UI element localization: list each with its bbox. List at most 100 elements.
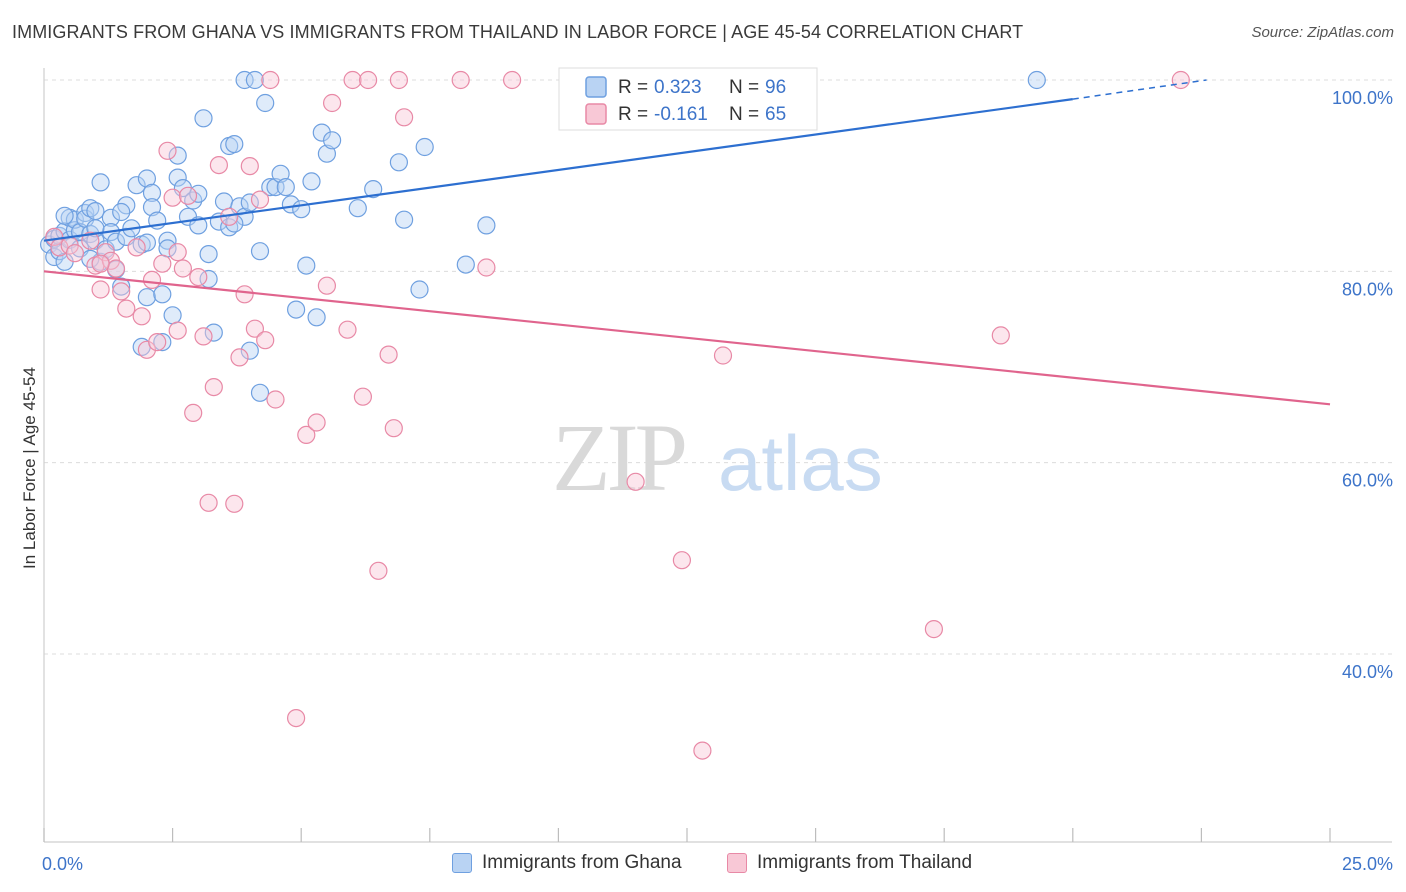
point-ghana-75 [297, 256, 316, 275]
point-thailand-25 [194, 327, 213, 346]
point-thailand-22 [178, 186, 198, 205]
axes [43, 68, 1392, 843]
point-ghana-73 [287, 300, 306, 319]
point-thailand-48 [369, 561, 388, 580]
point-ghana-80 [323, 131, 342, 150]
point-ghana-30 [127, 176, 146, 195]
point-thailand-4 [81, 231, 100, 250]
point-ghana-95 [112, 202, 131, 222]
stats-r-label-0: R = [618, 77, 648, 98]
point-ghana-81 [348, 199, 367, 218]
point-ghana-18 [86, 202, 105, 221]
point-thailand-31 [230, 348, 249, 367]
point-thailand-33 [240, 157, 259, 176]
point-thailand-14 [137, 340, 156, 359]
point-thailand-64 [91, 254, 110, 273]
trend-lines [43, 79, 1331, 406]
stats-r-value-1: -0.161 [654, 104, 708, 125]
point-thailand-12 [127, 238, 146, 257]
point-ghana-42 [163, 306, 182, 325]
point-thailand-35 [250, 190, 270, 209]
point-ghana-19 [91, 173, 110, 192]
point-thailand-56 [626, 472, 645, 491]
y-tick-labels: 100.0% 80.0% 60.0% 40.0% [1332, 88, 1393, 682]
point-ghana-65 [250, 242, 270, 261]
legend-swatch-thailand [727, 853, 747, 873]
stats-legend: R = 0.323 N = 96 R = -0.161 N = 65 [558, 67, 818, 131]
point-ghana-88 [477, 216, 496, 235]
point-thailand-11 [117, 299, 136, 318]
watermark: ZIP atlas [552, 404, 883, 511]
y-tick-label-1: 80.0% [1342, 279, 1393, 299]
point-thailand-6 [91, 280, 110, 299]
point-thailand-17 [153, 254, 172, 273]
legend-item-thailand[interactable]: Immigrants from Thailand [727, 852, 972, 874]
point-thailand-54 [477, 258, 496, 277]
point-ghana-35 [142, 183, 162, 202]
point-ghana-71 [276, 178, 295, 197]
point-ghana-85 [410, 280, 429, 299]
point-ghana-72 [281, 195, 300, 214]
point-ghana-26 [112, 277, 131, 296]
point-thailand-34 [245, 319, 264, 338]
stats-n-label-1: N = [729, 104, 759, 125]
point-thailand-7 [96, 243, 115, 262]
point-thailand-59 [713, 346, 733, 365]
point-ghana-3 [50, 242, 69, 261]
point-ghana-43 [168, 146, 187, 165]
point-thailand-53 [451, 70, 470, 90]
point-thailand-39 [287, 708, 306, 728]
point-ghana-39 [153, 285, 172, 304]
legend-label-thailand: Immigrants from Thailand [757, 852, 973, 873]
point-ghana-67 [256, 93, 275, 113]
point-thailand-50 [384, 419, 403, 438]
point-thailand-27 [204, 378, 223, 397]
watermark-atlas: atlas [718, 419, 883, 507]
stats-n-value-1: 65 [765, 104, 786, 125]
point-ghana-77 [307, 308, 326, 327]
stats-r-value-0: 0.323 [654, 77, 702, 98]
point-thailand-21 [173, 259, 192, 278]
data-points [39, 70, 1190, 760]
y-tick-label-0: 100.0% [1332, 88, 1393, 108]
x-tick-labels: 0.0% 25.0% [42, 854, 1393, 874]
point-ghana-62 [240, 193, 259, 212]
point-ghana-51 [199, 245, 218, 264]
x-tick-label-min: 0.0% [42, 854, 83, 874]
stats-n-value-0: 96 [765, 77, 786, 98]
point-thailand-19 [163, 188, 182, 207]
y-axis-label: In Labor Force | Age 45-54 [20, 367, 39, 569]
point-ghana-22 [101, 208, 121, 227]
point-ghana-64 [245, 70, 264, 90]
point-thailand-24 [189, 268, 208, 287]
x-tick-label-max: 25.0% [1342, 854, 1393, 874]
point-thailand-45 [343, 70, 362, 90]
point-thailand-43 [323, 93, 342, 113]
point-ghana-53 [204, 323, 223, 342]
point-thailand-57 [672, 551, 692, 570]
legend-label-ghana: Immigrants from Ghana [482, 852, 682, 873]
trend-line-thailand [43, 270, 1331, 406]
trend-line-ghana-extension [1072, 79, 1207, 100]
point-thailand-61 [991, 326, 1010, 345]
legend-item-ghana[interactable]: Immigrants from Ghana [452, 852, 682, 874]
point-ghana-16 [81, 199, 100, 218]
point-thailand-49 [379, 345, 398, 364]
stats-r-label-1: R = [618, 104, 648, 125]
point-thailand-16 [148, 333, 167, 352]
point-thailand-51 [389, 70, 408, 90]
point-thailand-9 [106, 259, 126, 278]
point-ghana-50 [194, 109, 213, 128]
point-thailand-41 [307, 413, 326, 432]
point-ghana-2 [45, 247, 64, 267]
point-thailand-0 [45, 227, 64, 246]
watermark-zip: ZIP [552, 404, 685, 511]
point-ghana-87 [456, 255, 475, 274]
point-thailand-40 [297, 425, 316, 444]
y-tick-label-2: 60.0% [1342, 471, 1393, 491]
point-thailand-28 [209, 156, 228, 175]
point-thailand-13 [132, 307, 151, 326]
point-thailand-63 [168, 243, 187, 262]
point-ghana-55 [214, 192, 234, 211]
